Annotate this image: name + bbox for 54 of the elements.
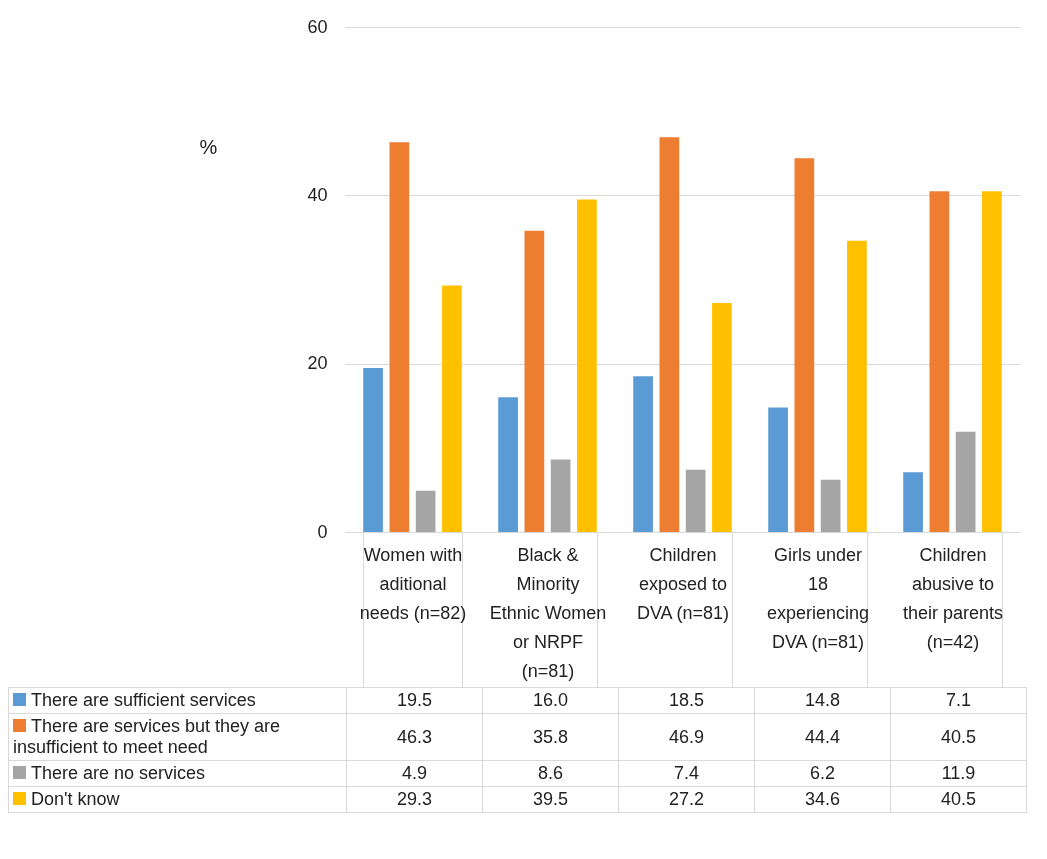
data-label: 46.9 — [618, 713, 755, 761]
bar — [982, 191, 1002, 532]
data-label: 46.3 — [346, 713, 483, 761]
bar — [955, 431, 976, 532]
bar — [389, 142, 410, 532]
x-tick-label: Children exposed to DVA (n=81) — [636, 544, 730, 623]
data-label: 40.5 — [890, 786, 1027, 813]
bar — [550, 459, 571, 532]
legend-label: There are services but they are insufficient to meet need — [8, 713, 347, 761]
data-label: 11.9 — [890, 760, 1027, 787]
data-label: 7.4 — [618, 760, 755, 787]
y-axis-title: % — [199, 135, 218, 158]
bar — [820, 479, 841, 532]
bar — [524, 230, 545, 532]
bar — [363, 367, 383, 532]
data-label: 35.8 — [482, 713, 619, 761]
bar — [498, 397, 518, 532]
bar — [685, 469, 706, 532]
data-label: 7.1 — [890, 687, 1027, 714]
bar — [577, 199, 597, 532]
data-label: 19.5 — [346, 687, 483, 714]
x-tick-label: Black & Minority Ethnic Women or NRPF (n=81) — [489, 544, 607, 681]
data-label: 40.5 — [890, 713, 1027, 761]
data-label: 4.9 — [346, 760, 483, 787]
data-label: 29.3 — [346, 786, 483, 813]
y-tick-label: 60 — [307, 16, 328, 37]
x-tick-label: Girls under 18 experiencing DVA (n=81) — [766, 544, 870, 652]
legend-label: Don't know — [8, 786, 347, 813]
x-tick-label: Children abusive to their parents (n=42) — [902, 544, 1004, 652]
bar — [659, 137, 680, 532]
data-label: 39.5 — [482, 786, 619, 813]
data-label: 16.0 — [482, 687, 619, 714]
y-tick-label: 40 — [307, 184, 328, 205]
data-label: 44.4 — [754, 713, 891, 761]
bar — [794, 158, 815, 532]
y-tick-label: 20 — [307, 353, 328, 374]
bar — [415, 490, 436, 532]
data-label: 18.5 — [618, 687, 755, 714]
bar — [847, 240, 867, 532]
legend-label: There are sufficient services — [8, 687, 347, 714]
data-label: 27.2 — [618, 786, 755, 813]
legend-label: There are no services — [8, 760, 347, 787]
data-label: 14.8 — [754, 687, 891, 714]
bar — [903, 472, 923, 532]
data-label: 8.6 — [482, 760, 619, 787]
bar — [929, 191, 950, 532]
bar — [633, 376, 653, 532]
x-tick-label: Women with aditional needs (n=82) — [359, 544, 467, 623]
bar — [712, 303, 732, 532]
bar — [768, 407, 788, 532]
y-tick-label: 0 — [317, 521, 328, 542]
bar — [442, 285, 462, 532]
data-label: 6.2 — [754, 760, 891, 787]
data-label: 34.6 — [754, 786, 891, 813]
